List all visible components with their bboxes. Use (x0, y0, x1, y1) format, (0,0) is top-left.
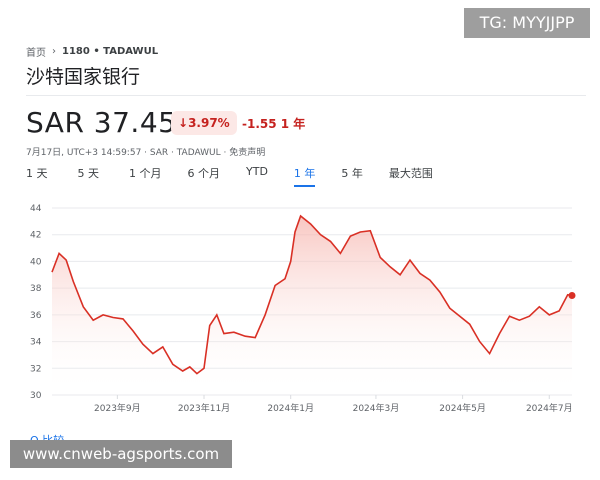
tab-1y[interactable]: 1 年 (293, 165, 316, 187)
breadcrumb-ticker: 1180 • TADAWUL (62, 46, 159, 57)
pct-change-badge: ↓3.97% (171, 111, 237, 135)
price-chart[interactable]: 44 42 40 38 36 34 32 30 2023年9月 2023年11月 2024年1月 2… (0, 190, 600, 430)
y-tick-label: 34 (30, 338, 42, 348)
y-tick-label: 30 (30, 391, 42, 401)
range-tabs: 1 天 5 天 1 个月 6 个月 YTD 1 年 5 年 最大范围 (26, 165, 433, 187)
y-tick-label: 38 (30, 284, 42, 294)
watermark-url: www.cnweb-agsports.com (10, 440, 232, 468)
tab-max[interactable]: 最大范围 (388, 167, 433, 180)
x-tick-label: 2023年9月 (94, 402, 141, 414)
x-tick-label: 2024年1月 (267, 402, 314, 414)
current-price: SAR 37.45 (26, 106, 177, 139)
breadcrumb: 首页 › 1180 • TADAWUL (26, 44, 158, 59)
y-tick-label: 42 (30, 231, 41, 241)
x-tick-label: 2024年3月 (353, 402, 400, 414)
tab-1d[interactable]: 1 天 (26, 167, 48, 180)
quote-meta: 7月17日, UTC+3 14:59:57 · SAR · TADAWUL · … (26, 148, 266, 158)
chevron-right-icon: › (52, 46, 56, 57)
price-area-fill (52, 216, 572, 395)
breadcrumb-home[interactable]: 首页 (26, 48, 46, 59)
y-tick-label: 40 (30, 257, 42, 267)
tab-5y[interactable]: 5 年 (341, 167, 363, 180)
abs-change: -1.55 1 年 (242, 117, 306, 131)
pct-change-value: 3.97% (188, 116, 230, 130)
tab-5d[interactable]: 5 天 (77, 167, 100, 180)
y-tick-label: 32 (30, 364, 41, 374)
divider (26, 95, 586, 96)
y-tick-label: 44 (30, 204, 42, 214)
x-tick-label: 2024年7月 (526, 402, 573, 414)
watermark-telegram: TG: MYYJJPP (464, 8, 590, 38)
y-tick-label: 36 (30, 311, 42, 321)
arrow-down-icon: ↓ (178, 116, 189, 130)
last-price-marker (568, 291, 576, 299)
price-line (51, 214, 573, 375)
tab-6m[interactable]: 6 个月 (187, 167, 221, 180)
x-tick-label: 2023年11月 (178, 402, 230, 414)
tab-ytd[interactable]: YTD (246, 165, 268, 178)
page-title: 沙特国家银行 (26, 66, 141, 88)
tab-1m[interactable]: 1 个月 (129, 167, 162, 180)
x-tick-label: 2024年5月 (439, 402, 486, 414)
